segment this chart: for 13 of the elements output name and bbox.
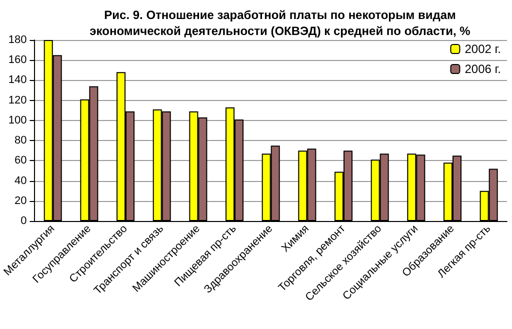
y-tick-label: 80 — [14, 134, 27, 147]
y-tick-label: 160 — [8, 54, 27, 66]
y-tick-label: 120 — [8, 94, 27, 106]
chart-title: Рис. 9. Отношение заработной платы по некоторым видам экономической деятельности (ОКВЭД) к средней по области, % — [90, 8, 471, 38]
y-tick-label: 100 — [8, 114, 27, 126]
legend-label: 2002 г. — [464, 42, 502, 56]
y-tick-label: 20 — [14, 194, 27, 207]
y-tick-label: 60 — [14, 154, 27, 167]
y-tick-label: 140 — [8, 74, 27, 86]
y-tick-label: 0 — [20, 215, 27, 227]
y-tick-label: 40 — [14, 174, 27, 187]
y-tick-label: 180 — [8, 34, 27, 46]
legend-label: 2006 г. — [464, 62, 502, 76]
